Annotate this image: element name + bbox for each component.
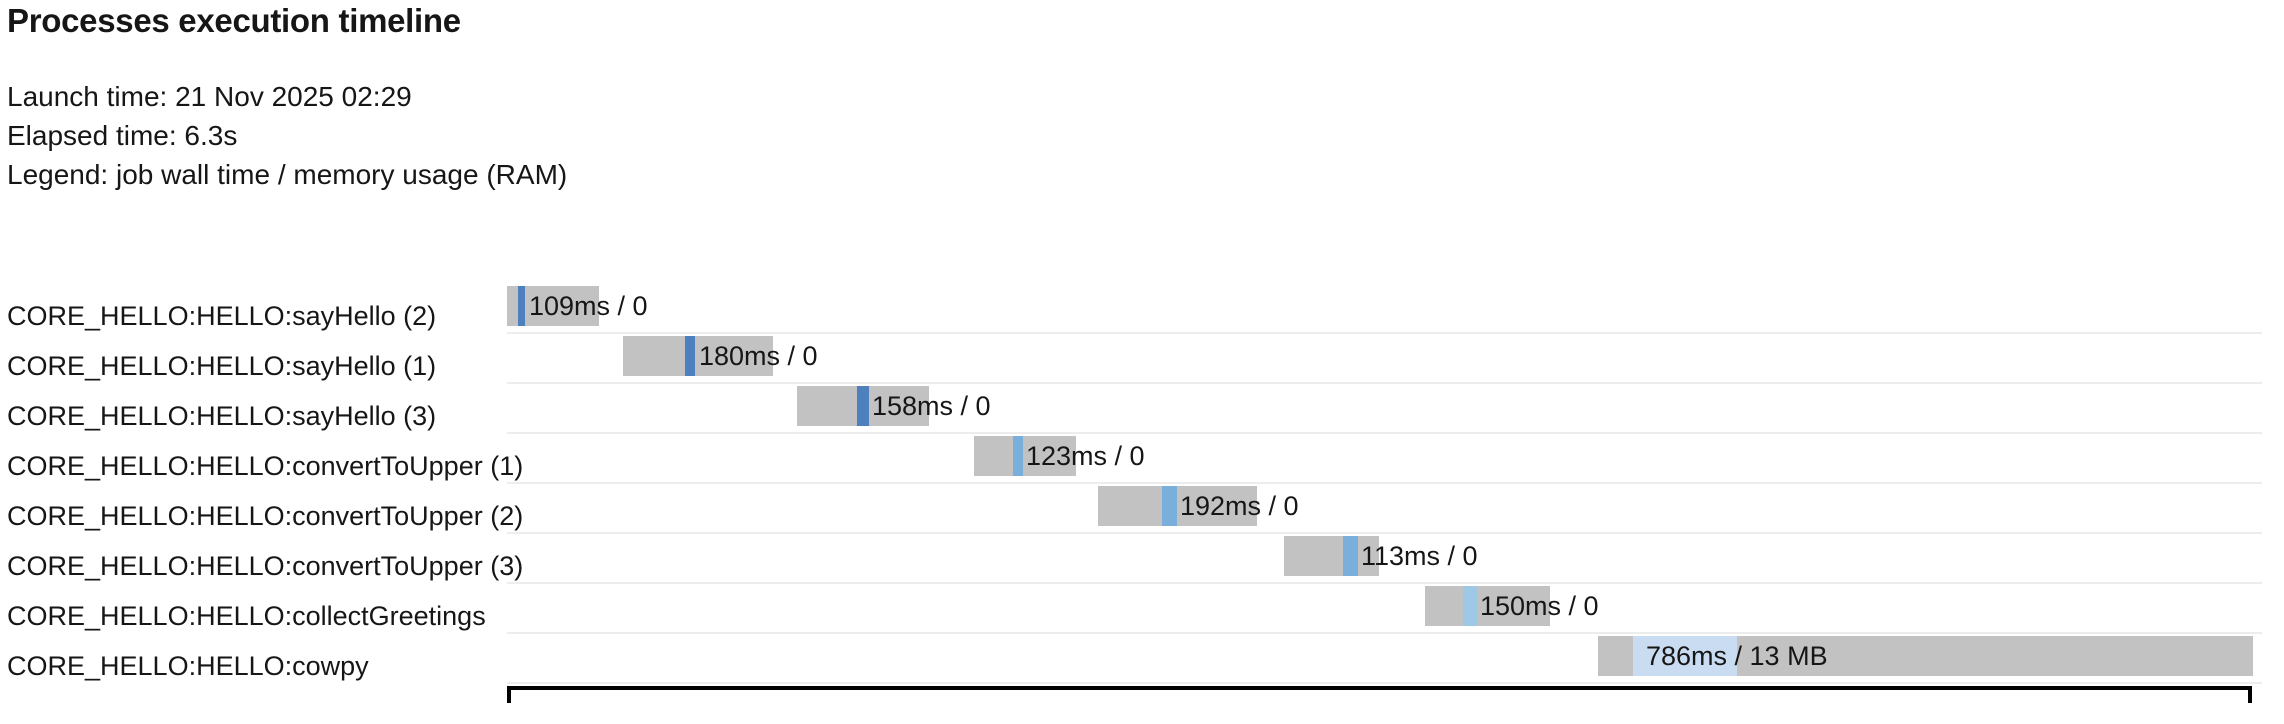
task-label: 180ms / 0 [699,340,818,371]
row-separator [507,432,2262,434]
task-running-segment [1633,636,1737,676]
task-running-segment [685,336,695,376]
row-separator [507,582,2262,584]
process-label: CORE_HELLO:HELLO:sayHello (1) [7,351,437,381]
row-separator [507,632,2262,634]
process-label: CORE_HELLO:HELLO:sayHello (2) [7,301,437,331]
process-label: CORE_HELLO:HELLO:cowpy [7,651,369,681]
process-label: CORE_HELLO:HELLO:convertToUpper (3) [7,551,524,581]
process-label: CORE_HELLO:HELLO:collectGreetings [7,601,486,631]
x-axis-line [507,686,2252,690]
process-label: CORE_HELLO:HELLO:sayHello (3) [7,401,437,431]
task-running-segment [857,386,869,426]
task-running-segment [1463,586,1477,626]
task-label: 123ms / 0 [1026,440,1145,471]
task-running-segment [518,286,525,326]
task-label: 113ms / 0 [1361,540,1478,571]
task-label: 786ms / 13 MB [1646,640,1828,671]
task-bar [1425,586,1550,626]
row-separator [507,382,2262,384]
task-bar [1098,486,1257,526]
row-separator [507,482,2262,484]
task-bar [1284,536,1379,576]
process-label: CORE_HELLO:HELLO:convertToUpper (2) [7,501,524,531]
task-label: 150ms / 0 [1480,590,1599,621]
row-separator [507,532,2262,534]
page-title: Processes execution timeline [7,2,461,39]
x-axis-outer-tick-left [507,686,511,703]
task-label: 192ms / 0 [1180,490,1299,521]
task-label: 109ms / 0 [529,290,648,321]
row-separator [507,682,2262,684]
process-label: CORE_HELLO:HELLO:convertToUpper (1) [7,451,524,481]
task-bar [974,436,1076,476]
task-bar [623,336,773,376]
row-separator [507,332,2262,334]
legend-line: Legend: job wall time / memory usage (RA… [7,159,568,190]
x-axis-outer-tick-right [2248,686,2252,703]
meta-block: Launch time: 21 Nov 2025 02:29 Elapsed t… [7,77,567,194]
task-label: 158ms / 0 [872,390,991,421]
task-running-segment [1013,436,1023,476]
launch-time-line: Launch time: 21 Nov 2025 02:29 [7,81,412,112]
elapsed-time-line: Elapsed time: 6.3s [7,120,238,151]
task-running-segment [1343,536,1358,576]
task-running-segment [1162,486,1177,526]
